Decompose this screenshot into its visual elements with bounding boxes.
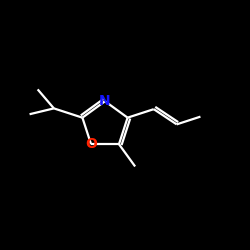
Text: N: N — [99, 94, 111, 108]
Text: O: O — [85, 137, 97, 151]
